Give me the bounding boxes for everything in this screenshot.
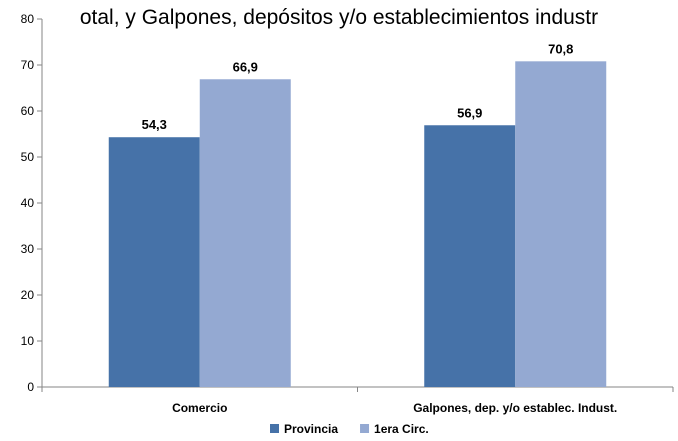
legend-swatch: [360, 424, 370, 433]
y-tick-label: 30: [21, 242, 35, 256]
y-tick-label: 60: [21, 104, 35, 118]
bar: [515, 61, 607, 387]
legend: Provincia 1era Circ.: [270, 422, 429, 436]
y-tick-label: 20: [21, 288, 35, 302]
category-labels: Comercio Galpones, dep. y/o establec. Ind…: [41, 387, 674, 415]
bar: [108, 137, 200, 387]
y-tick-label: 0: [27, 380, 34, 394]
x-category-label: Comercio: [172, 401, 227, 415]
bars-group: 54,3 66,9 56,9 70,8: [108, 41, 607, 387]
y-tick-label: 40: [21, 196, 35, 210]
legend-label: Provincia: [284, 422, 338, 436]
y-tick-label: 50: [21, 150, 35, 164]
x-category-label: Galpones, dep. y/o establec. Indust.: [413, 401, 617, 415]
legend-label: 1era Circ.: [374, 422, 429, 436]
legend-swatch: [270, 424, 279, 433]
data-label: 56,9: [457, 105, 482, 120]
y-tick-label: 70: [21, 58, 35, 72]
data-label: 54,3: [142, 117, 167, 132]
y-tick-label: 80: [21, 12, 35, 26]
data-label: 70,8: [548, 41, 573, 56]
bar: [199, 79, 291, 387]
y-tick-label: 10: [21, 334, 35, 348]
data-label: 66,9: [233, 59, 258, 74]
y-axis-ticks: 0 10 20 30 40 50 60 70 80: [21, 12, 42, 394]
chart-title: otal, y Galpones, depósitos y/o establec…: [80, 6, 598, 29]
bar: [424, 125, 516, 387]
